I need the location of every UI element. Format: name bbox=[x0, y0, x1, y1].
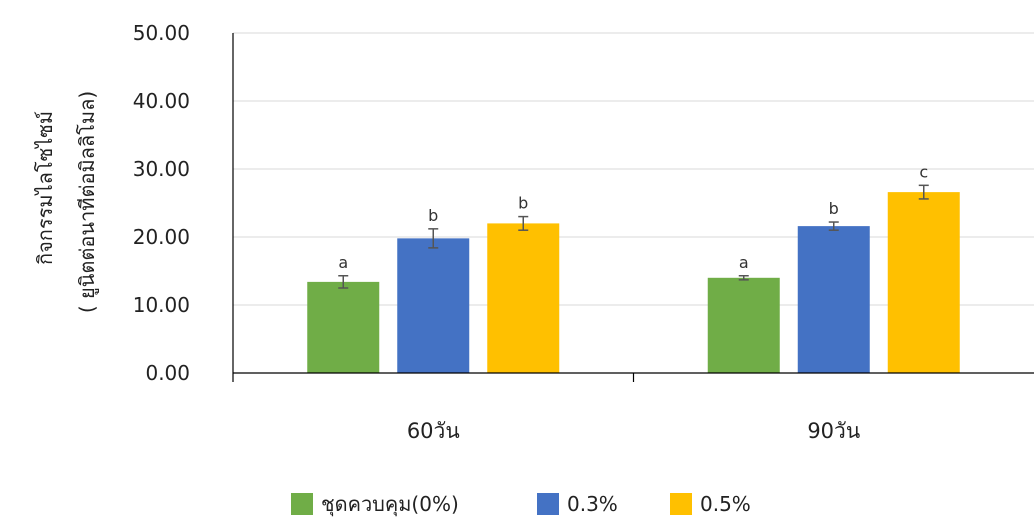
bar bbox=[397, 238, 470, 373]
legend-label: ชุดควบคุม(0%) bbox=[321, 492, 459, 517]
bar bbox=[307, 281, 380, 373]
legend-swatch bbox=[537, 493, 559, 515]
x-axis: 60วัน 90วัน bbox=[232, 33, 1034, 443]
y-tick-label: 40.00 bbox=[133, 89, 190, 113]
x-tick-label: 90วัน bbox=[807, 419, 860, 443]
data-label: a bbox=[739, 253, 749, 272]
y-tick-label: 50.00 bbox=[133, 21, 190, 45]
y-tick-label: 0.00 bbox=[145, 361, 190, 385]
y-axis-label-line1: กิจกรรมไลโซไซม์ bbox=[33, 111, 57, 265]
legend-label: 0.3% bbox=[567, 492, 618, 516]
x-tick-label: 60วัน bbox=[407, 419, 460, 443]
legend-label: 0.5% bbox=[700, 492, 751, 516]
legend-swatch bbox=[291, 493, 313, 515]
y-tick-label: 10.00 bbox=[133, 293, 190, 317]
bar bbox=[487, 223, 560, 373]
legend-swatch bbox=[670, 493, 692, 515]
bar bbox=[797, 226, 870, 373]
data-label: b bbox=[829, 199, 839, 218]
data-label: b bbox=[518, 194, 528, 213]
y-tick-label: 30.00 bbox=[133, 157, 190, 181]
legend: ชุดควบคุม(0%) 0.3% 0.5% bbox=[291, 492, 751, 517]
data-label: b bbox=[428, 206, 438, 225]
y-axis-ticks: 0.00 10.00 20.00 30.00 40.00 50.00 bbox=[133, 21, 190, 385]
bars: a b b a b c bbox=[307, 162, 960, 373]
bar bbox=[887, 192, 960, 373]
data-label: a bbox=[338, 253, 348, 272]
data-label: c bbox=[919, 162, 928, 181]
bar bbox=[707, 277, 780, 373]
y-tick-label: 20.00 bbox=[133, 225, 190, 249]
y-axis-label-line2: ( ยูนิตต่อนาทีต่อมิลลิโมล) bbox=[75, 91, 100, 313]
y-axis-label: กิจกรรมไลโซไซม์ ( ยูนิตต่อนาทีต่อมิลลิโม… bbox=[33, 91, 100, 313]
